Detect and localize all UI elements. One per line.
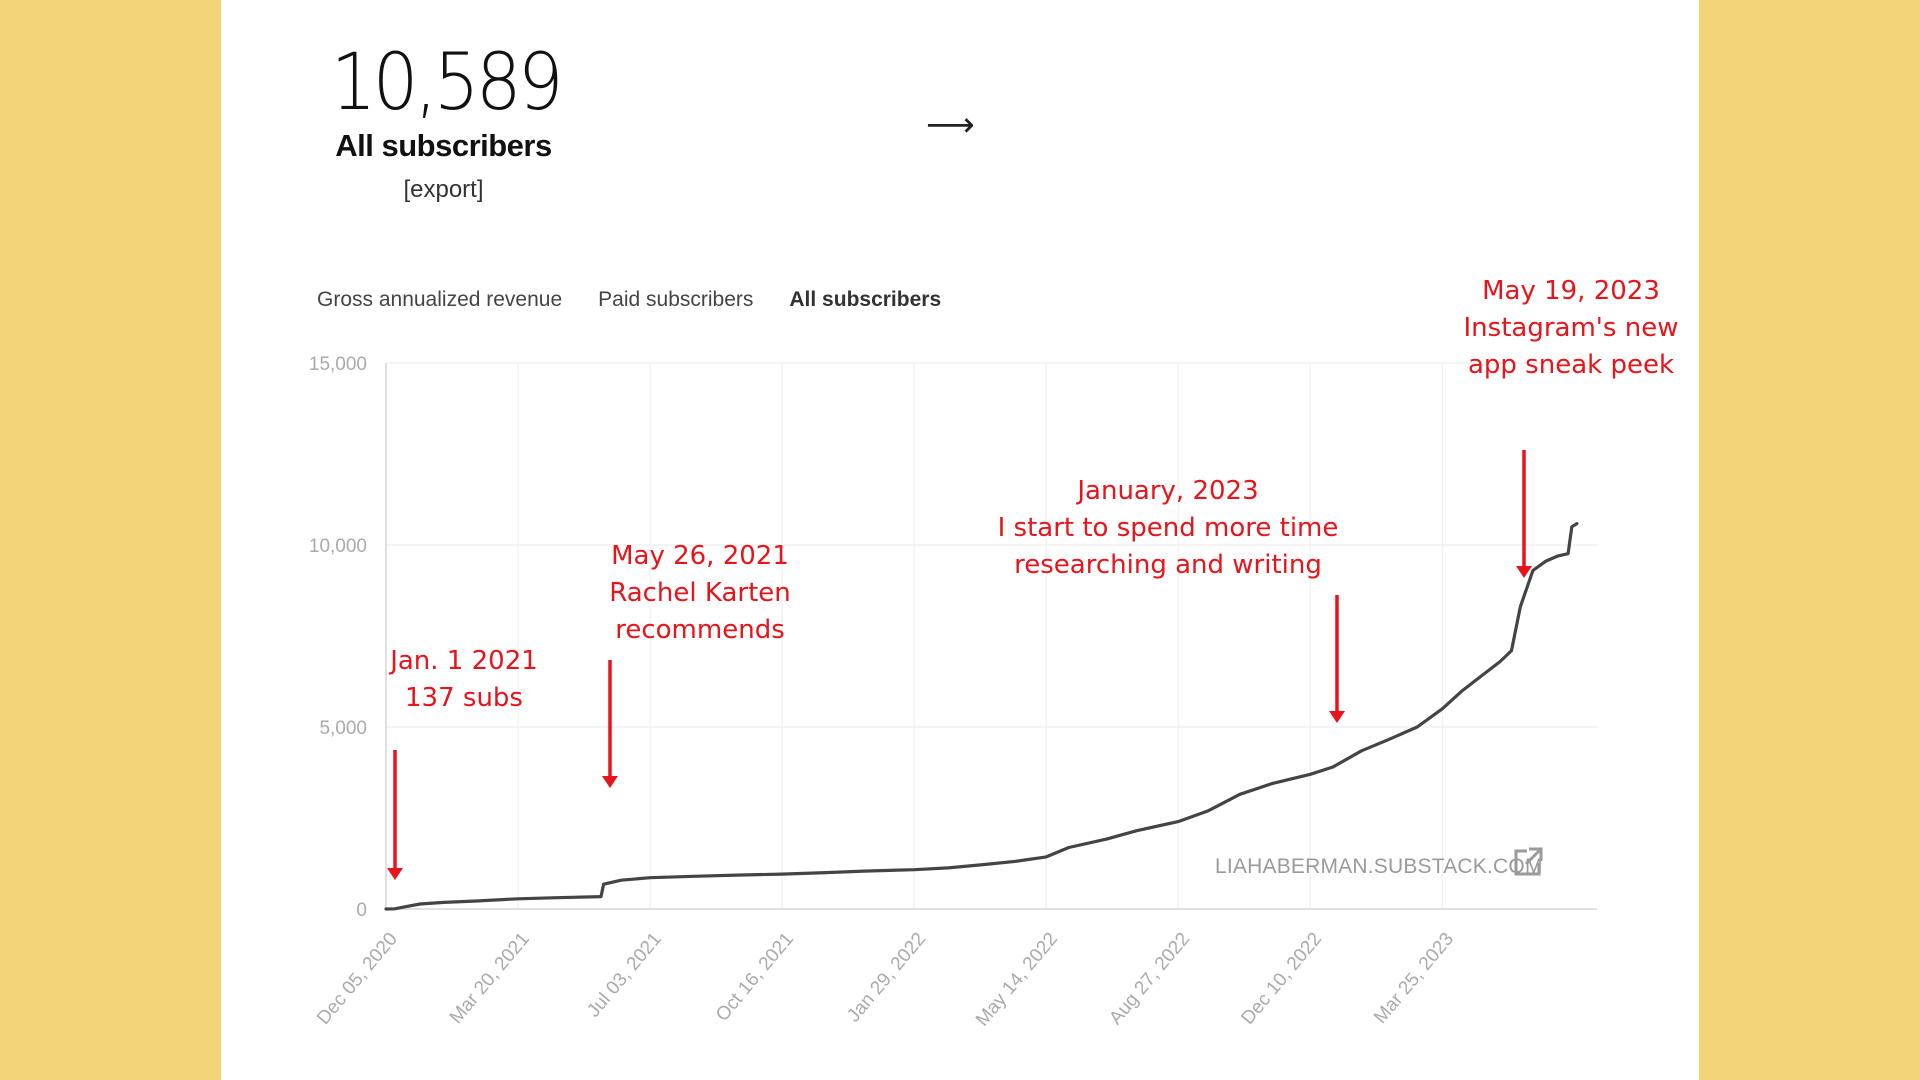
annotation-line: Jan. 1 2021 — [390, 646, 538, 676]
annotation-line: app sneak peek — [1467, 350, 1675, 380]
annotation-line: researching and writing — [1014, 550, 1322, 580]
annotation-line: Rachel Karten — [609, 578, 791, 608]
annotation-line: I start to spend more time — [997, 513, 1339, 543]
tab-all-subscribers[interactable]: All subscribers — [789, 288, 942, 311]
annotation-line: May 26, 2021 — [611, 541, 789, 571]
x-tick-label: Aug 27, 2022 — [1105, 929, 1194, 1029]
export-link[interactable]: [export] — [403, 176, 484, 203]
annotation-text: May 26, 2021 Rachel Karten recommends — [609, 538, 791, 649]
subscriber-chart: 0 5,000 10,000 15,000 Dec 05, 2020 Mar 20, 20… — [309, 354, 1597, 1031]
annotation-line: May 19, 2023 — [1482, 276, 1660, 306]
annotation-arrowhead — [602, 776, 618, 788]
subscriber-stat: 10,589 All subscribers [export] — [321, 38, 566, 204]
annotation-arrowhead — [387, 868, 403, 880]
y-tick-label: 15,000 — [309, 354, 367, 375]
y-tick-label: 0 — [356, 900, 367, 921]
metric-tabs: Gross annualized revenue Paid subscriber… — [317, 288, 941, 312]
x-tick-label: Oct 16, 2021 — [712, 929, 798, 1026]
x-tick-label: Jan 29, 2022 — [843, 929, 930, 1027]
arrow-right-icon[interactable]: ⟶ — [926, 105, 975, 145]
x-tick-label: Jul 03, 2021 — [583, 929, 666, 1022]
annotation-arrowhead — [1329, 711, 1345, 723]
tab-paid-subscribers[interactable]: Paid subscribers — [598, 288, 754, 311]
external-link-icon[interactable] — [1511, 845, 1545, 879]
tab-gross-annualized-revenue[interactable]: Gross annualized revenue — [317, 288, 563, 311]
y-tick-label: 5,000 — [319, 718, 367, 739]
annotation-line: Instagram's new — [1463, 313, 1679, 343]
x-tick-label: Dec 05, 2020 — [313, 929, 402, 1029]
series-line — [384, 522, 1579, 911]
y-tick-label: 10,000 — [309, 536, 367, 557]
watermark-text: LIAHABERMAN.SUBSTACK.COM — [1215, 855, 1543, 878]
x-tick-label: Dec 10, 2022 — [1237, 929, 1326, 1029]
x-tick-label: Mar 25, 2023 — [1370, 929, 1458, 1028]
dashboard-card: 10,589 All subscribers [export] ⟶ Gross … — [221, 0, 1699, 1080]
annotation-line: 137 subs — [405, 683, 523, 713]
annotation-arrowhead — [1516, 566, 1532, 578]
annotation-text: Jan. 1 2021 137 subs — [390, 643, 538, 717]
x-tick-label: Mar 20, 2021 — [446, 929, 534, 1028]
subscriber-count: 10,589 — [330, 38, 564, 128]
x-tick-label: May 14, 2022 — [972, 929, 1062, 1031]
subscriber-count-label: All subscribers — [335, 128, 552, 163]
annotation-line: recommends — [615, 615, 785, 645]
annotation-text: January, 2023 I start to spend more time r… — [998, 473, 1339, 584]
annotation-line: January, 2023 — [1077, 476, 1259, 506]
annotation-text: May 19, 2023 Instagram's new app sneak pee… — [1464, 273, 1679, 384]
